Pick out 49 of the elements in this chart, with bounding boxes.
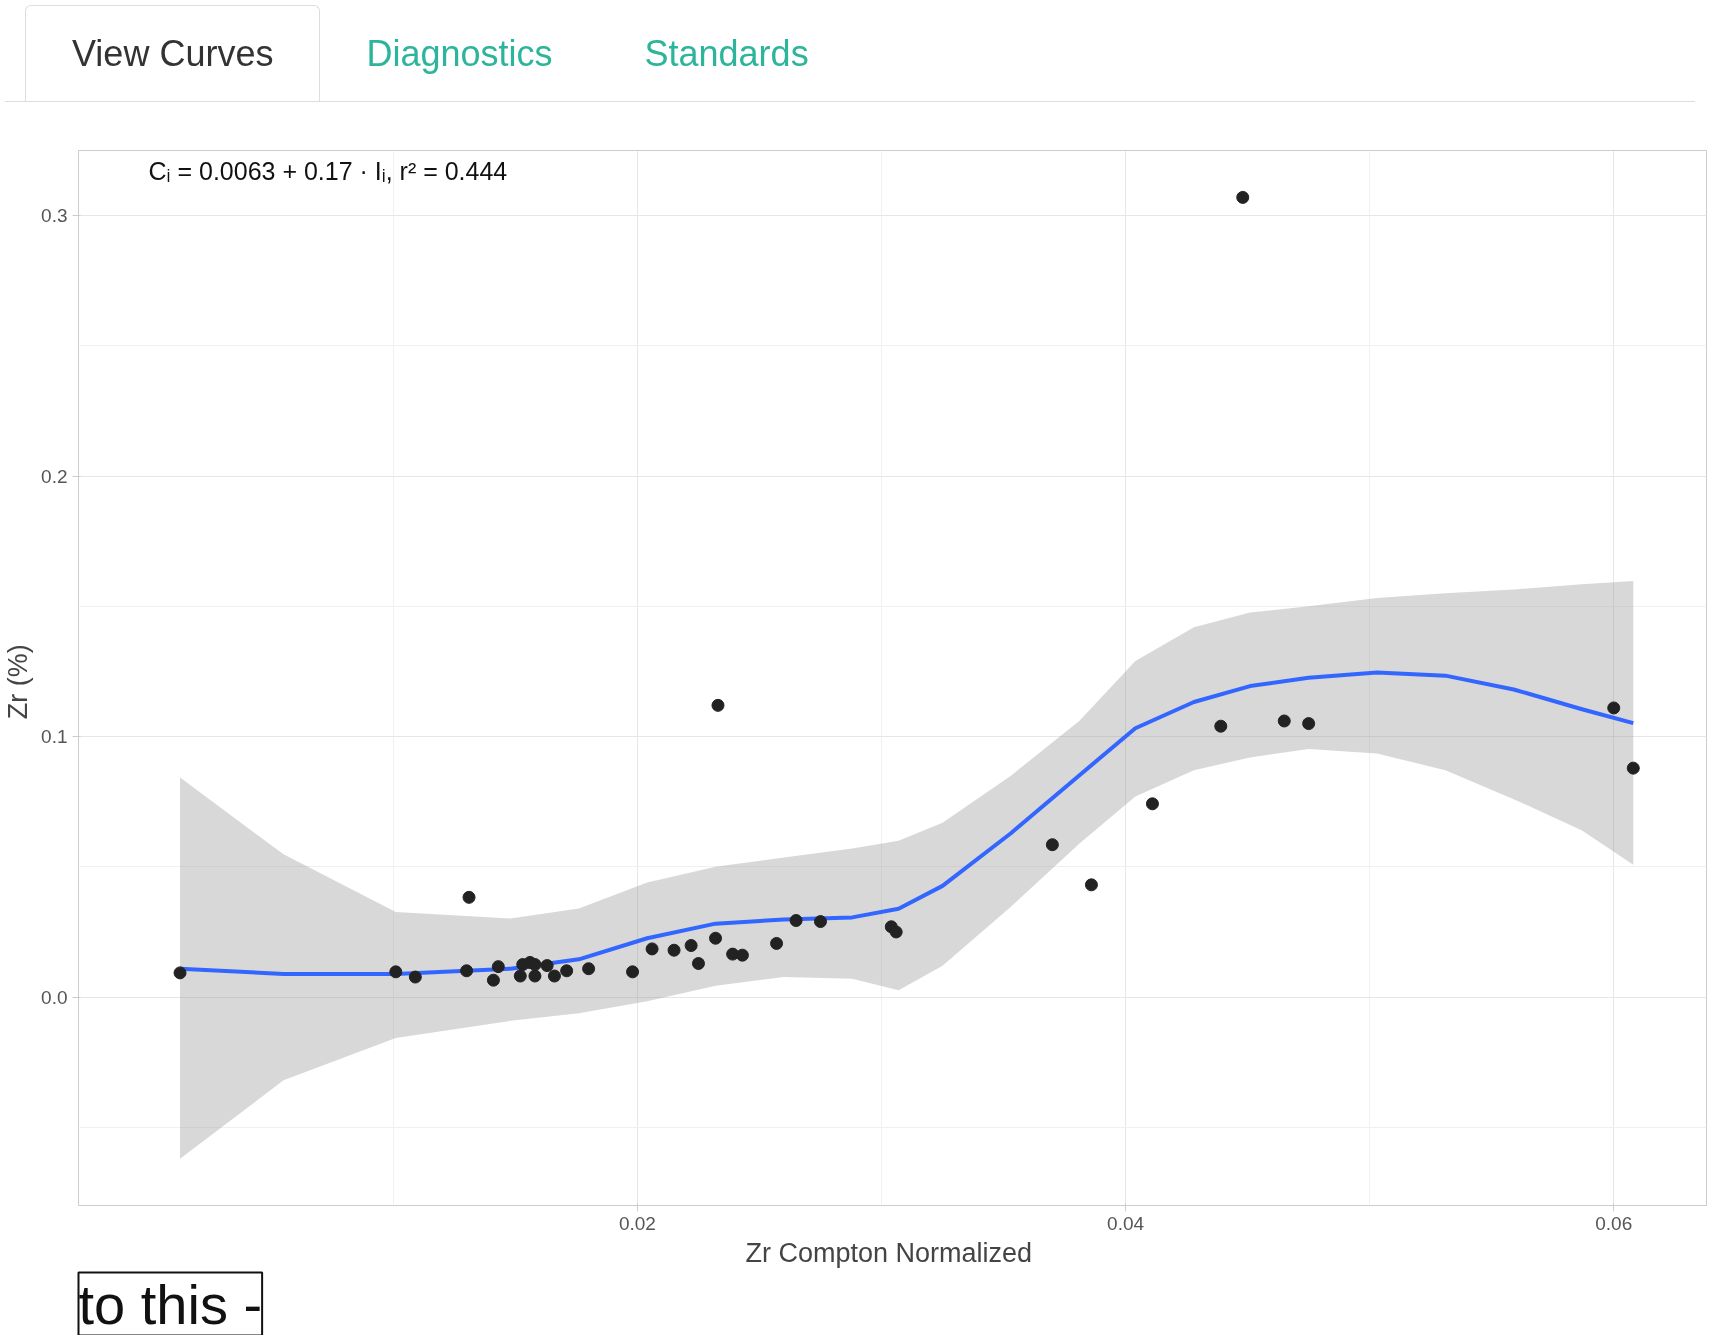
point <box>1302 717 1316 731</box>
text: Standards <box>643 32 810 76</box>
point <box>1626 761 1640 775</box>
point <box>691 957 705 970</box>
point <box>486 973 500 987</box>
point <box>1236 190 1250 204</box>
y-tick-label: 0.0 <box>41 986 68 1008</box>
text: Diagnostics <box>365 32 554 76</box>
point <box>1214 719 1228 733</box>
point <box>814 915 827 929</box>
text: View Curves <box>25 5 321 102</box>
point <box>513 969 527 983</box>
y-axis-title: Zr (%) <box>3 644 34 720</box>
point <box>1607 701 1621 715</box>
point <box>626 965 640 979</box>
point <box>667 943 681 957</box>
y-tick-label: 0.2 <box>41 465 68 487</box>
point <box>711 698 725 712</box>
x-axis-title: Zr Compton Normalized <box>745 1237 1033 1268</box>
point <box>709 931 723 945</box>
point <box>1084 878 1098 892</box>
point <box>684 939 698 953</box>
point <box>735 948 749 962</box>
point <box>645 942 659 956</box>
point <box>491 960 505 974</box>
point <box>528 958 542 972</box>
text: to this - <box>78 1272 263 1336</box>
point <box>770 936 784 950</box>
y-tick-label: 0.1 <box>41 726 68 748</box>
point <box>528 969 542 983</box>
annotation: Cᵢ = 0.0063 + 0.17 · Iᵢ, r² = 0.444 <box>148 156 508 185</box>
point <box>1045 838 1059 852</box>
x-tick-label: 0.02 <box>618 1212 656 1234</box>
y-tick-label: 0.3 <box>41 205 68 227</box>
point <box>173 966 187 980</box>
point <box>582 962 596 976</box>
x-tick-label: 0.04 <box>1107 1212 1145 1234</box>
point <box>460 964 474 978</box>
x-tick-label: 0.06 <box>1595 1212 1633 1234</box>
point <box>408 970 422 984</box>
point <box>462 890 476 904</box>
point <box>389 965 403 979</box>
point <box>560 964 574 978</box>
point <box>889 925 903 939</box>
point <box>789 914 803 928</box>
point <box>1145 797 1159 811</box>
point <box>1277 714 1291 728</box>
point <box>540 959 554 973</box>
point <box>547 969 561 983</box>
